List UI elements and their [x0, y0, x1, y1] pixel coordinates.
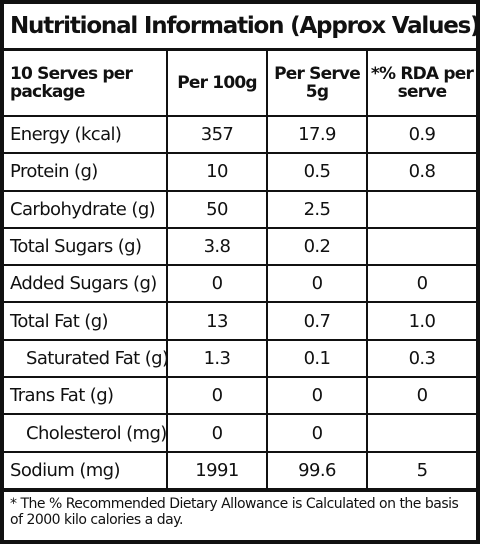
table-row: Energy (kcal) 357 17.9 0.9 — [4, 114, 476, 155]
value-cell: 0.9 — [366, 114, 476, 155]
row-label: Saturated Fat (g) — [4, 338, 169, 379]
table-row: Trans Fat (g) 0 0 0 — [4, 376, 476, 416]
header-cell: Per 100g — [166, 51, 268, 117]
table-row: Cholesterol (mg) 0 0 — [4, 413, 476, 453]
value-cell: 0 — [166, 376, 268, 416]
value-cell: 0.2 — [266, 226, 368, 267]
row-label: Protein (g) — [4, 152, 168, 192]
table-row: Saturated Fat (g) 1.3 0.1 0.3 — [4, 338, 476, 379]
value-cell: 0 — [266, 376, 368, 416]
value-cell: 10 — [166, 152, 268, 192]
value-cell: 2.5 — [266, 189, 368, 229]
table-row: Total Sugars (g) 3.8 0.2 — [4, 226, 476, 267]
header-cell: *% RDA per serve — [366, 51, 476, 117]
value-cell: 0.8 — [366, 152, 476, 192]
value-cell: 3.8 — [166, 226, 268, 267]
nutrition-table: 10 Serves per package Per 100g Per Serve 5… — [4, 51, 476, 490]
value-cell: 1.3 — [166, 338, 268, 379]
value-cell: 0 — [366, 376, 476, 416]
value-cell: 0 — [166, 413, 268, 453]
value-cell: 357 — [166, 114, 268, 155]
row-label: Energy (kcal) — [4, 114, 168, 155]
table-row: Total Fat (g) 13 0.7 1.0 — [4, 301, 476, 341]
title: Nutritional Information (Approx Values) — [4, 4, 480, 51]
table-row: Sodium (mg) 1991 99.6 5 — [4, 450, 476, 490]
value-cell: 5 — [366, 450, 476, 490]
row-label: Trans Fat (g) — [4, 376, 168, 416]
value-cell: 99.6 — [266, 450, 368, 490]
value-cell: 17.9 — [266, 114, 368, 155]
value-cell: 0.5 — [266, 152, 368, 192]
value-cell: 0.7 — [266, 301, 368, 341]
table-body: Energy (kcal) 357 17.9 0.9 Protein (g) 10 0.5 0… — [4, 114, 476, 490]
table-row: Carbohydrate (g) 50 2.5 — [4, 189, 476, 229]
header-cell: 10 Serves per package — [4, 51, 168, 117]
value-cell: 0.3 — [366, 338, 476, 379]
row-label: Total Sugars (g) — [4, 226, 168, 267]
table-row: Added Sugars (g) 0 0 0 — [4, 264, 476, 304]
row-label: Total Fat (g) — [4, 301, 168, 341]
value-cell: 0 — [266, 264, 368, 304]
value-cell: 50 — [166, 189, 268, 229]
value-cell: 1.0 — [366, 301, 476, 341]
header-row: 10 Serves per package Per 100g Per Serve 5… — [4, 51, 476, 117]
row-label: Sodium (mg) — [4, 450, 168, 490]
header-cell: Per Serve 5g — [266, 51, 368, 117]
value-cell: 13 — [166, 301, 268, 341]
value-cell: 0 — [266, 413, 368, 453]
value-cell: 1991 — [166, 450, 268, 490]
table-head: 10 Serves per package Per 100g Per Serve 5… — [4, 51, 476, 117]
value-cell — [366, 413, 476, 453]
value-cell: 0 — [166, 264, 268, 304]
value-cell: 0.1 — [266, 338, 368, 379]
row-label: Added Sugars (g) — [4, 264, 168, 304]
row-label: Cholesterol (mg) — [4, 413, 168, 453]
value-cell — [366, 189, 476, 229]
footnote: * The % Recommended Dietary Allowance is… — [4, 489, 476, 532]
table-row: Protein (g) 10 0.5 0.8 — [4, 152, 476, 192]
value-cell: 0 — [366, 264, 476, 304]
value-cell — [366, 226, 476, 267]
row-label: Carbohydrate (g) — [4, 189, 168, 229]
